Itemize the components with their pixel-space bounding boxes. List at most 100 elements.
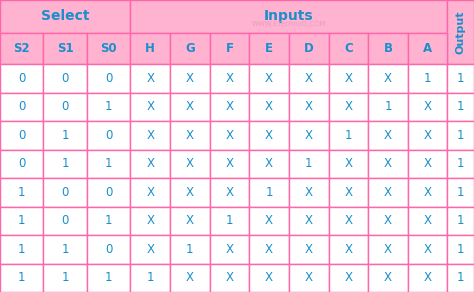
Text: B: B [383,42,392,55]
Text: S0: S0 [100,42,117,55]
Text: X: X [226,129,234,142]
Text: X: X [305,186,313,199]
Text: 1: 1 [345,129,352,142]
Text: 1: 1 [62,129,69,142]
Text: X: X [146,214,154,227]
Text: X: X [146,186,154,199]
Text: 1: 1 [424,72,431,85]
Text: X: X [384,214,392,227]
Bar [130,178,170,206]
Bar [130,206,170,235]
Text: 0: 0 [62,214,69,227]
Text: X: X [186,271,194,284]
Bar [328,33,368,64]
Text: X: X [226,157,234,170]
Bar [447,206,474,235]
Bar [44,64,87,93]
Text: X: X [305,72,313,85]
Bar [408,178,447,206]
Text: X: X [186,100,194,113]
Bar [249,93,289,121]
Text: 1: 1 [457,243,465,256]
Bar [87,178,130,206]
Bar [44,206,87,235]
Text: X: X [226,72,234,85]
Text: X: X [226,243,234,256]
Text: Output: Output [456,10,466,54]
Bar [130,263,170,292]
Bar [44,33,87,64]
Text: X: X [424,100,432,113]
Text: WWW.ETechnoG.COM: WWW.ETechnoG.COM [252,21,326,27]
Bar [130,33,170,64]
Bar [289,64,328,93]
Bar [328,150,368,178]
Text: 1: 1 [457,157,465,170]
Bar [210,206,249,235]
Text: G: G [185,42,195,55]
Bar [447,263,474,292]
Text: 1: 1 [457,100,465,113]
Text: 1: 1 [18,214,26,227]
Text: X: X [265,72,273,85]
Bar [368,206,408,235]
Text: 1: 1 [265,186,273,199]
Bar [289,263,328,292]
Text: X: X [305,214,313,227]
Text: X: X [424,214,432,227]
Text: X: X [146,243,154,256]
Text: X: X [305,129,313,142]
Bar [289,33,328,64]
Bar [170,263,210,292]
Text: X: X [186,214,194,227]
Text: Inputs: Inputs [264,9,314,23]
Text: X: X [345,186,352,199]
Text: 0: 0 [18,129,26,142]
Text: 0: 0 [105,243,112,256]
Bar [289,93,328,121]
Bar [0,206,44,235]
Text: X: X [265,129,273,142]
Bar [447,0,474,64]
Text: 0: 0 [62,186,69,199]
Text: E: E [265,42,273,55]
Text: D: D [304,42,314,55]
Text: X: X [384,186,392,199]
Text: X: X [424,129,432,142]
Text: 1: 1 [457,214,465,227]
Text: X: X [305,271,313,284]
Bar [44,178,87,206]
Bar [87,64,130,93]
Bar [289,206,328,235]
Text: X: X [186,72,194,85]
Text: X: X [345,100,352,113]
Bar [328,121,368,150]
Text: 0: 0 [105,129,112,142]
Bar [408,263,447,292]
Text: 1: 1 [105,157,112,170]
Bar [87,121,130,150]
Text: 0: 0 [18,72,26,85]
Bar [0,121,44,150]
Text: X: X [384,271,392,284]
Text: X: X [384,72,392,85]
Text: S2: S2 [13,42,30,55]
Text: X: X [384,243,392,256]
Text: 1: 1 [62,243,69,256]
Text: 0: 0 [105,72,112,85]
Bar [289,235,328,263]
Text: 1: 1 [186,243,194,256]
Bar [249,178,289,206]
Text: X: X [146,157,154,170]
Bar [0,93,44,121]
Bar [170,235,210,263]
Bar [0,235,44,263]
Bar [210,150,249,178]
Text: X: X [345,72,352,85]
Bar [408,33,447,64]
Text: X: X [226,186,234,199]
Text: 1: 1 [384,100,392,113]
Text: Select: Select [41,9,90,23]
Text: 1: 1 [457,129,465,142]
Text: 1: 1 [62,157,69,170]
